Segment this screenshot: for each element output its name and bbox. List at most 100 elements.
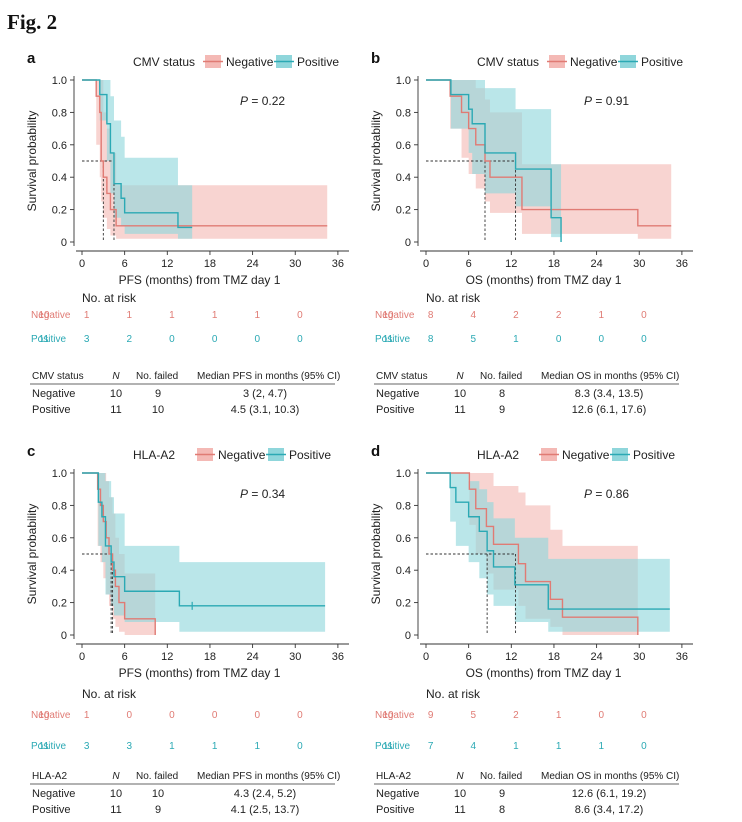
- table-header: No. failed: [480, 771, 522, 782]
- legend-label-negative: Negative: [218, 448, 266, 462]
- risk-value: 0: [641, 334, 647, 345]
- table-cell: Positive: [376, 404, 415, 416]
- x-tick-label: 36: [332, 258, 344, 270]
- y-tick-label: 1.0: [396, 75, 411, 87]
- table-cell: 8: [499, 804, 505, 816]
- risk-title: No. at risk: [82, 687, 137, 701]
- x-axis-label: PFS (months) from TMZ day 1: [119, 666, 281, 680]
- table-cell: 11: [454, 404, 465, 416]
- table-header: CMV status: [376, 371, 428, 382]
- risk-value: 0: [297, 334, 303, 345]
- ci-bands: [82, 80, 328, 239]
- table-cell: Negative: [376, 788, 419, 800]
- table-cell: 10: [454, 788, 466, 800]
- risk-value: 8: [428, 334, 434, 345]
- table-header: N: [456, 371, 464, 382]
- table-cell: 8: [499, 388, 505, 400]
- risk-row-label-negative: Negative: [375, 710, 415, 721]
- ci-band-positive: [82, 473, 326, 632]
- risk-value: 2: [513, 310, 519, 321]
- panel-label: a: [27, 50, 36, 67]
- table-header: CMV status: [32, 371, 84, 382]
- x-tick-label: 30: [289, 651, 301, 663]
- table-cell: Positive: [32, 804, 71, 816]
- risk-row-label-positive: Positive: [375, 741, 410, 752]
- risk-value: 0: [297, 741, 303, 752]
- risk-title: No. at risk: [82, 291, 137, 305]
- legend-title: CMV status: [477, 55, 539, 69]
- risk-value: 1: [513, 334, 519, 345]
- km-panel-c: c HLA-A2 Negative Positive P = 0.34 0 0.2 0.4 0.…: [25, 443, 349, 816]
- table-cell: Negative: [32, 388, 75, 400]
- km-curve-positive: [82, 472, 326, 607]
- y-axis-label: Survival probability: [25, 111, 39, 212]
- risk-value: 0: [297, 710, 303, 721]
- table-cell: Negative: [376, 388, 419, 400]
- risk-value: 7: [428, 741, 434, 752]
- y-tick-label: 0.8: [52, 107, 67, 119]
- table-cell: 9: [499, 404, 505, 416]
- risk-value: 1: [212, 310, 218, 321]
- risk-value: 2: [556, 310, 562, 321]
- table-cell: 4.1 (2.5, 13.7): [231, 804, 300, 816]
- y-tick-label: 0.8: [52, 500, 67, 512]
- table-header: Median OS in months (95% CI): [541, 771, 679, 782]
- risk-value: 5: [471, 710, 477, 721]
- risk-title: No. at risk: [426, 687, 481, 701]
- legend-title: HLA-A2: [133, 448, 175, 462]
- table-cell: 12.6 (6.1, 17.6): [572, 404, 647, 416]
- table-header: Median PFS in months (95% CI): [197, 771, 340, 782]
- risk-value: 0: [212, 334, 218, 345]
- ci-bands: [82, 473, 326, 635]
- y-axis-label: Survival probability: [369, 111, 383, 212]
- risk-row-label-negative: Negative: [31, 310, 71, 321]
- x-tick-label: 18: [204, 258, 216, 270]
- risk-value: 11: [39, 334, 50, 345]
- x-tick-label: 18: [548, 258, 560, 270]
- table-cell: 3 (2, 4.7): [243, 388, 287, 400]
- table-header: No. failed: [480, 371, 522, 382]
- table-cell: Positive: [32, 404, 71, 416]
- y-tick-label: 0.2: [52, 598, 67, 610]
- x-tick-label: 36: [676, 651, 688, 663]
- table-header: No. failed: [136, 771, 178, 782]
- risk-value: 1: [127, 310, 133, 321]
- y-axis-label: Survival probability: [369, 504, 383, 605]
- x-tick-label: 18: [204, 651, 216, 663]
- table-cell: 4.3 (2.4, 5.2): [234, 788, 296, 800]
- y-tick-label: 0.6: [396, 140, 411, 152]
- risk-value: 0: [169, 710, 175, 721]
- y-tick-label: 0.6: [396, 533, 411, 545]
- x-tick-label: 0: [423, 651, 429, 663]
- risk-value: 11: [383, 334, 394, 345]
- x-tick-label: 12: [161, 651, 173, 663]
- y-tick-label: 0: [61, 630, 67, 642]
- table-cell: 10: [110, 388, 122, 400]
- y-tick-label: 0.4: [52, 565, 67, 577]
- x-tick-label: 24: [246, 258, 258, 270]
- table-cell: 9: [155, 388, 161, 400]
- table-cell: 8.6 (3.4, 17.2): [575, 804, 644, 816]
- risk-value: 0: [254, 710, 260, 721]
- risk-row-label-positive: Positive: [31, 334, 66, 345]
- legend-label-positive: Positive: [297, 55, 339, 69]
- median-lines: [426, 160, 517, 242]
- table-cell: 9: [499, 788, 505, 800]
- y-tick-label: 0.8: [396, 107, 411, 119]
- risk-value: 3: [84, 741, 90, 752]
- p-value: P = 0.22: [240, 94, 285, 108]
- km-curve-positive: [82, 79, 193, 229]
- table-cell: 10: [152, 404, 164, 416]
- table-cell: 10: [454, 388, 466, 400]
- risk-value: 1: [84, 310, 90, 321]
- risk-value: 0: [254, 334, 260, 345]
- km-curve-negative: [426, 472, 639, 635]
- x-tick-label: 0: [79, 258, 85, 270]
- risk-value: 10: [38, 710, 50, 721]
- table-header: HLA-A2: [376, 771, 411, 782]
- p-value: P = 0.34: [240, 487, 285, 501]
- table-cell: Positive: [376, 804, 415, 816]
- y-tick-label: 0.2: [396, 598, 411, 610]
- risk-value: 4: [471, 741, 477, 752]
